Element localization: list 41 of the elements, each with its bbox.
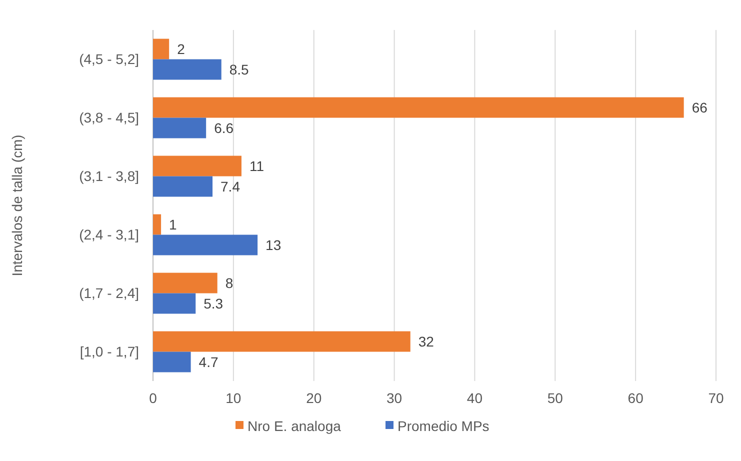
data-label: 2 (177, 40, 186, 57)
data-label: 1 (169, 216, 178, 232)
data-label: 8.5 (229, 61, 250, 78)
bar (153, 118, 206, 138)
y-tick-label: (1,7 - 2,4] (79, 285, 139, 302)
bar (153, 59, 222, 80)
bar (153, 234, 258, 256)
data-label: 8 (225, 274, 234, 291)
data-label: 32 (418, 333, 434, 350)
bar (153, 214, 162, 235)
bar (153, 272, 218, 294)
x-tick-label: 40 (466, 390, 483, 406)
y-tick-label: (2,4 - 3,1] (79, 226, 139, 243)
x-tick-label: 30 (386, 390, 402, 406)
x-tick-label: 60 (628, 390, 644, 406)
bar (153, 156, 242, 176)
x-tick-label: 0 (149, 390, 158, 406)
legend-label: Nro E. analoga (248, 418, 342, 434)
y-tick-label: (3,8 - 4,5] (79, 110, 139, 126)
bar (153, 176, 213, 197)
data-label: 5.3 (204, 295, 224, 312)
x-tick-label: 10 (226, 390, 242, 406)
bar (153, 331, 410, 352)
data-label: 6.6 (214, 120, 234, 136)
data-label: 4.7 (198, 354, 218, 370)
data-label: 13 (266, 236, 282, 253)
y-tick-label: (4,5 - 5,2] (79, 51, 139, 68)
legend-label: Promedio MPs (398, 418, 490, 434)
bar (153, 38, 170, 60)
y-tick-label: (3,1 - 3,8] (79, 168, 139, 184)
bar (153, 293, 196, 314)
data-label: 11 (249, 158, 264, 174)
data-label: 7.4 (220, 178, 240, 194)
bar (153, 352, 191, 372)
x-tick-label: 50 (547, 390, 564, 406)
data-label: 66 (692, 99, 708, 116)
x-tick-label: 70 (708, 390, 724, 406)
y-tick-label: [1,0 - 1,7] (80, 344, 139, 360)
bar (153, 97, 684, 118)
x-tick-label: 20 (306, 390, 322, 406)
y-axis-title: Intervalos de talla (cm) (9, 134, 25, 276)
